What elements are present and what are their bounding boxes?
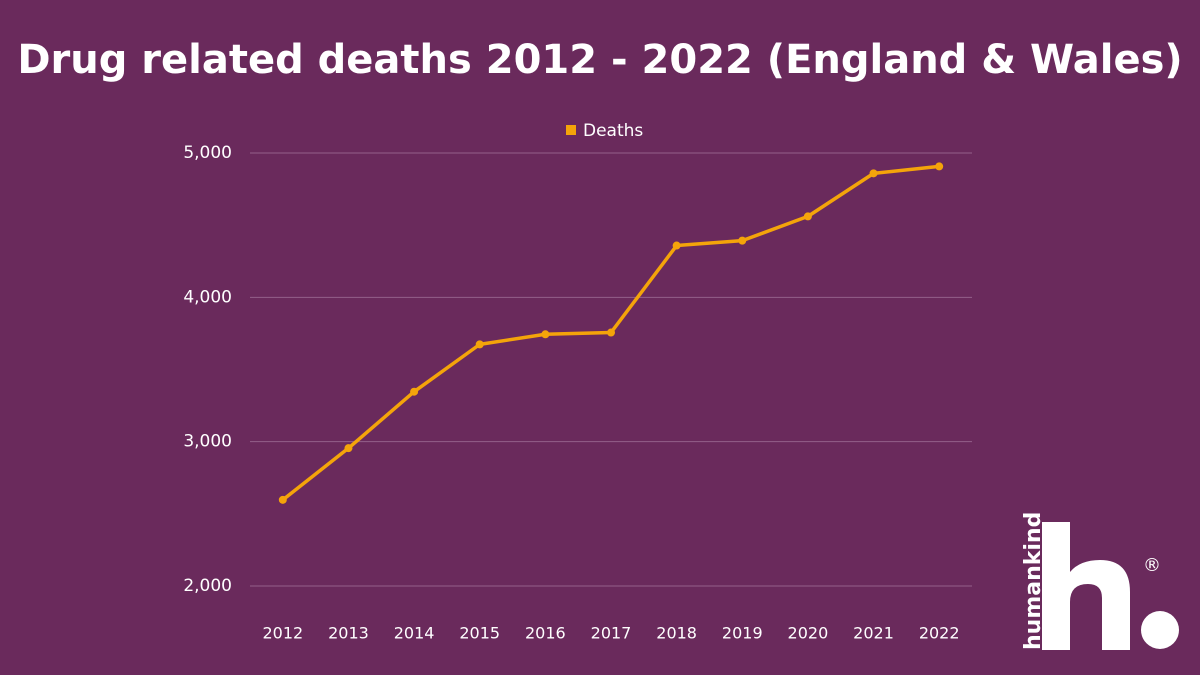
data-point [803, 212, 812, 221]
logo: humankind ® [1021, 512, 1179, 650]
x-tick-label: 2017 [591, 624, 632, 643]
data-point [607, 328, 615, 337]
data-point [475, 340, 484, 349]
y-tick-label: 2,000 [183, 576, 232, 596]
data-point [344, 444, 353, 453]
x-tick-label: 2018 [656, 624, 697, 643]
logo-dot [1141, 611, 1179, 649]
x-tick-label: 2021 [853, 624, 894, 643]
data-point [935, 162, 944, 171]
y-tick-label: 3,000 [183, 432, 232, 452]
logo-registered: ® [1143, 555, 1161, 576]
x-tick-label: 2019 [722, 624, 763, 643]
x-tick-label: 2014 [394, 624, 435, 643]
legend-label: Deaths [583, 121, 643, 141]
x-tick-label: 2012 [262, 624, 303, 643]
x-tick-label: 2022 [919, 624, 960, 643]
x-tick-label: 2020 [788, 624, 829, 643]
x-tick-label: 2016 [525, 624, 566, 643]
y-tick-label: 5,000 [183, 143, 232, 163]
legend-swatch [566, 125, 576, 135]
data-point [541, 330, 550, 339]
x-tick-label: 2013 [328, 624, 369, 643]
data-point [869, 169, 878, 178]
data-point [278, 495, 287, 504]
logo-h [1042, 522, 1130, 650]
data-point [672, 241, 681, 250]
x-tick-label: 2015 [459, 624, 500, 643]
chart-title: Drug related deaths 2012 - 2022 (England… [17, 37, 1182, 83]
data-point [410, 387, 419, 396]
data-point [738, 236, 747, 245]
y-tick-label: 4,000 [183, 287, 232, 307]
logo-text: humankind [1021, 512, 1046, 650]
